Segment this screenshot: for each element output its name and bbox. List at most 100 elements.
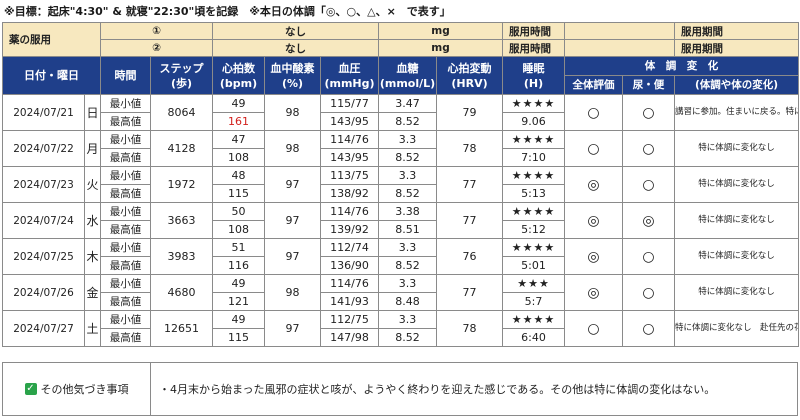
- bp-max-cell[interactable]: 136/90: [320, 256, 380, 275]
- spo2-cell[interactable]: 98: [264, 130, 322, 167]
- sugar-min-cell[interactable]: 3.3: [378, 130, 438, 149]
- overall-rating-cell[interactable]: ○: [564, 130, 624, 167]
- bp-min-cell[interactable]: 112/75: [320, 310, 380, 329]
- hr-min-cell[interactable]: 51: [212, 238, 266, 257]
- sugar-min-cell[interactable]: 3.47: [378, 94, 438, 113]
- steps-cell[interactable]: 1972: [149, 166, 214, 203]
- sleep-hours-cell[interactable]: 6:40: [502, 328, 566, 347]
- spo2-cell[interactable]: 98: [264, 94, 322, 131]
- spo2-cell[interactable]: 97: [264, 310, 322, 347]
- sleep-hours-cell[interactable]: 7:10: [502, 148, 566, 167]
- medicine-time-value[interactable]: [564, 39, 676, 57]
- overall-rating-cell[interactable]: ◎: [564, 238, 624, 275]
- overall-rating-cell[interactable]: ◎: [564, 166, 624, 203]
- hr-min-cell[interactable]: 49: [212, 274, 266, 293]
- sleep-hours-cell[interactable]: 9.06: [502, 112, 566, 131]
- hrv-cell[interactable]: 77: [436, 202, 504, 239]
- hr-max-cell[interactable]: 108: [212, 220, 266, 239]
- condition-note-cell[interactable]: 特に体調に変化なし: [674, 274, 800, 311]
- hrv-cell[interactable]: 79: [436, 94, 504, 131]
- condition-note-cell[interactable]: 特に体調に変化なし: [674, 202, 800, 239]
- sugar-max-cell[interactable]: 8.51: [378, 220, 438, 239]
- toilet-rating-cell[interactable]: ○: [622, 310, 676, 347]
- steps-cell[interactable]: 4680: [149, 274, 214, 311]
- sugar-max-cell[interactable]: 8.52: [378, 184, 438, 203]
- sugar-min-cell[interactable]: 3.38: [378, 202, 438, 221]
- sugar-min-cell[interactable]: 3.3: [378, 310, 438, 329]
- toilet-rating-cell[interactable]: ◎: [622, 202, 676, 239]
- hr-max-cell[interactable]: 108: [212, 148, 266, 167]
- hrv-cell[interactable]: 77: [436, 274, 504, 311]
- condition-note-cell[interactable]: 特に体調に変化なし: [674, 130, 800, 167]
- condition-note-cell[interactable]: 特に体調に変化なし: [674, 166, 800, 203]
- hrv-cell[interactable]: 76: [436, 238, 504, 275]
- overall-rating-cell[interactable]: ○: [564, 310, 624, 347]
- condition-note-cell[interactable]: 特に体調に変化なし: [674, 238, 800, 275]
- sugar-max-cell[interactable]: 8.48: [378, 292, 438, 311]
- steps-cell[interactable]: 3983: [149, 238, 214, 275]
- sleep-hours-cell[interactable]: 5:13: [502, 184, 566, 203]
- hrv-cell[interactable]: 77: [436, 166, 504, 203]
- hr-min-cell[interactable]: 49: [212, 310, 266, 329]
- weekday-cell: 木: [84, 238, 101, 275]
- sugar-max-cell[interactable]: 8.52: [378, 148, 438, 167]
- sleep-hours-cell[interactable]: 5:12: [502, 220, 566, 239]
- steps-cell[interactable]: 12651: [149, 310, 214, 347]
- bp-max-cell[interactable]: 143/95: [320, 112, 380, 131]
- weekday-cell: 月: [84, 130, 101, 167]
- hr-min-cell[interactable]: 47: [212, 130, 266, 149]
- overall-rating-cell[interactable]: ○: [564, 94, 624, 131]
- bp-max-cell[interactable]: 143/95: [320, 148, 380, 167]
- sleep-hours-cell[interactable]: 5:01: [502, 256, 566, 275]
- sugar-min-cell[interactable]: 3.3: [378, 274, 438, 293]
- toilet-rating-cell[interactable]: ○: [622, 238, 676, 275]
- spo2-cell[interactable]: 98: [264, 274, 322, 311]
- hrv-cell[interactable]: 78: [436, 130, 504, 167]
- sugar-max-cell[interactable]: 8.52: [378, 328, 438, 347]
- hr-min-cell[interactable]: 48: [212, 166, 266, 185]
- bp-min-cell[interactable]: 114/76: [320, 202, 380, 221]
- bp-min-cell[interactable]: 114/76: [320, 130, 380, 149]
- steps-cell[interactable]: 4128: [149, 130, 214, 167]
- sugar-max-cell[interactable]: 8.52: [378, 256, 438, 275]
- date-cell: 2024/07/27: [2, 310, 85, 347]
- min-label: 最小値: [100, 130, 151, 149]
- sugar-min-cell[interactable]: 3.3: [378, 238, 438, 257]
- overall-rating-cell[interactable]: ◎: [564, 274, 624, 311]
- spo2-cell[interactable]: 97: [264, 202, 322, 239]
- hr-max-cell[interactable]: 116: [212, 256, 266, 275]
- bp-max-cell[interactable]: 147/98: [320, 328, 380, 347]
- sleep-hours-cell[interactable]: 5:7: [502, 292, 566, 311]
- bp-max-cell[interactable]: 138/92: [320, 184, 380, 203]
- notes-text[interactable]: ・4月末から始まった風邪の症状と咳が、ようやく終わりを迎えた感じである。その他は…: [159, 383, 716, 396]
- table-row: 最高値 108 143/95 8.52 7:10: [3, 148, 799, 167]
- hr-min-cell[interactable]: 50: [212, 202, 266, 221]
- bp-min-cell[interactable]: 115/77: [320, 94, 380, 113]
- hr-max-cell[interactable]: 115: [212, 184, 266, 203]
- medicine-time-value[interactable]: [564, 22, 676, 40]
- bp-min-cell[interactable]: 114/76: [320, 274, 380, 293]
- bp-min-cell[interactable]: 113/75: [320, 166, 380, 185]
- condition-note-cell[interactable]: 特に体調に変化なし 赴任先の花火大火に参加: [674, 310, 800, 347]
- hr-max-cell[interactable]: 115: [212, 328, 266, 347]
- condition-note-cell[interactable]: 講習に参加。住まいに戻る。特に体調に変化なし: [674, 94, 800, 131]
- steps-cell[interactable]: 3663: [149, 202, 214, 239]
- medicine-name: なし: [212, 22, 380, 40]
- hr-min-cell[interactable]: 49: [212, 94, 266, 113]
- toilet-rating-cell[interactable]: ○: [622, 274, 676, 311]
- bp-min-cell[interactable]: 112/74: [320, 238, 380, 257]
- bp-max-cell[interactable]: 141/93: [320, 292, 380, 311]
- toilet-rating-cell[interactable]: ○: [622, 166, 676, 203]
- toilet-rating-cell[interactable]: ○: [622, 94, 676, 131]
- hr-max-cell[interactable]: 121: [212, 292, 266, 311]
- spo2-cell[interactable]: 97: [264, 166, 322, 203]
- toilet-rating-cell[interactable]: ○: [622, 130, 676, 167]
- sugar-min-cell[interactable]: 3.3: [378, 166, 438, 185]
- overall-rating-cell[interactable]: ◎: [564, 202, 624, 239]
- sugar-max-cell[interactable]: 8.52: [378, 112, 438, 131]
- spo2-cell[interactable]: 97: [264, 238, 322, 275]
- bp-max-cell[interactable]: 139/92: [320, 220, 380, 239]
- steps-cell[interactable]: 8064: [149, 94, 214, 131]
- hr-max-cell[interactable]: 161: [212, 112, 266, 131]
- hrv-cell[interactable]: 78: [436, 310, 504, 347]
